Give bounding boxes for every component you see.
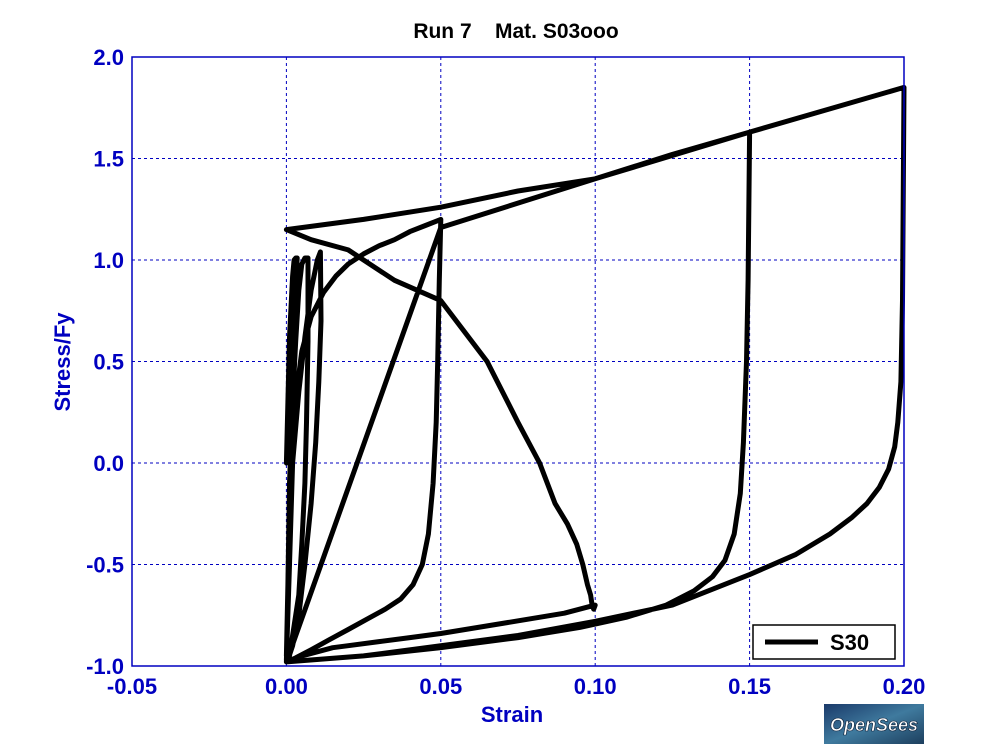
x-tick-label: 0.10 — [574, 674, 617, 699]
tick-labels: -0.05 0.00 0.05 0.10 0.15 0.20 -1.0 -0.5 0.0 0.5 1… — [86, 45, 925, 699]
x-axis-label: Strain — [481, 702, 543, 727]
logo-text: OpenSees — [830, 715, 918, 735]
opensees-logo: OpenSees — [824, 704, 924, 744]
legend-label-s30: S30 — [830, 630, 869, 655]
x-tick-label: 0.20 — [883, 674, 926, 699]
y-tick-label: 0.0 — [93, 451, 124, 476]
y-tick-label: 0.5 — [93, 350, 124, 375]
x-tick-label: 0.05 — [419, 674, 462, 699]
y-tick-label: 1.5 — [93, 147, 124, 172]
x-tick-label: 0.00 — [265, 674, 308, 699]
y-tick-label: -0.5 — [86, 553, 124, 578]
chart-title: Run 7 Mat. S03ooo — [413, 20, 618, 43]
y-axis-label: Stress/Fy — [50, 312, 75, 412]
series-line-s30 — [283, 84, 907, 665]
x-tick-label: -0.05 — [107, 674, 157, 699]
legend: S30 — [752, 624, 896, 660]
y-tick-label: 1.0 — [93, 248, 124, 273]
plot-frame — [131, 56, 905, 667]
y-tick-label: -1.0 — [86, 654, 124, 679]
series-layer — [283, 84, 907, 665]
y-tick-label: 2.0 — [93, 45, 124, 70]
x-tick-label: 0.15 — [728, 674, 771, 699]
